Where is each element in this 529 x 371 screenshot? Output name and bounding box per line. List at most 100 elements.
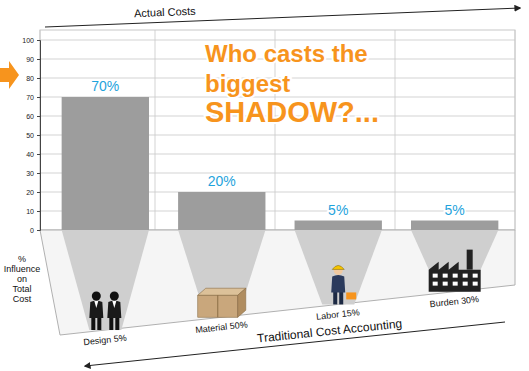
- tick-mark: [37, 40, 40, 41]
- data-label: 70%: [91, 78, 119, 94]
- category-icon: [331, 265, 356, 304]
- title-word: casts: [264, 40, 332, 67]
- category-label: Burden 30%: [429, 294, 479, 309]
- tick-label: 60: [26, 113, 34, 120]
- icon-part: [238, 288, 246, 317]
- shadow-bar: [62, 97, 149, 230]
- icon-part: [453, 282, 458, 286]
- icon-part: [333, 291, 337, 304]
- y-tick: 100: [22, 37, 40, 44]
- title: Who casts the biggestSHADOW?...: [205, 40, 379, 128]
- grid: [40, 40, 515, 230]
- floor-shadow: [62, 230, 149, 330]
- tick-mark: [37, 173, 40, 174]
- icon-part: [443, 274, 448, 278]
- tick-label: 0: [30, 227, 34, 234]
- tick-label: 40: [26, 151, 34, 158]
- x-axis-title: Traditional Cost Accounting: [256, 316, 402, 345]
- icon-part: [198, 295, 238, 317]
- shadow-bar: [411, 221, 498, 231]
- title-word: SHADOW?...: [205, 96, 379, 128]
- y-axis-title-line: on: [17, 274, 27, 284]
- y-tick: 20: [26, 189, 40, 196]
- y-tick: 0: [30, 227, 40, 234]
- icon-part: [217, 295, 218, 317]
- y-axis-title: %InfluenceonTotalCost: [4, 254, 41, 304]
- tick-label: 80: [26, 75, 34, 82]
- icon-part: [433, 282, 438, 286]
- icon-part: [331, 275, 345, 293]
- tick-label: 10: [26, 208, 34, 215]
- series-name: Actual Costs: [134, 5, 197, 19]
- y-axis: 0 10 20 30 40 50 60 70 80 90 100: [22, 37, 40, 234]
- icon-part: [94, 301, 98, 308]
- title-line: SHADOW?...: [205, 96, 379, 128]
- wall-line: [395, 30, 396, 230]
- y-axis-title-line: Cost: [13, 294, 32, 304]
- icon-part: [332, 265, 344, 269]
- icon-part: [97, 317, 101, 330]
- icon-part: [109, 317, 113, 330]
- back-wall: [40, 30, 515, 230]
- icon-part: [89, 301, 103, 319]
- y-tick: 50: [26, 132, 40, 139]
- y-tick: 10: [26, 208, 40, 215]
- tick-label: 50: [26, 132, 34, 139]
- tick-mark: [37, 78, 40, 79]
- title-line: biggest: [205, 70, 290, 97]
- icon-part: [467, 250, 473, 270]
- tick-mark: [37, 192, 40, 193]
- icon-part: [433, 274, 438, 278]
- icon-part: [339, 291, 343, 304]
- category-icon: [429, 250, 481, 292]
- pointer-arrow: [0, 61, 19, 89]
- floor-shadow: [178, 230, 265, 317]
- shadow-bar: [295, 221, 382, 231]
- category-label: Material 50%: [195, 320, 248, 335]
- y-tick: 80: [26, 75, 40, 82]
- wall-line: [155, 30, 156, 230]
- wall-line: [515, 30, 516, 230]
- floor: [40, 230, 515, 335]
- tick-mark: [37, 116, 40, 117]
- y-axis-title-line: %: [18, 254, 26, 264]
- icon-part: [112, 301, 116, 308]
- icon-part: [463, 274, 468, 278]
- title-word: Who: [205, 40, 264, 67]
- icon-part: [107, 301, 121, 319]
- icon-part: [473, 282, 478, 286]
- y-tick: 30: [26, 170, 40, 177]
- y-axis-title-line: Influence: [4, 264, 41, 274]
- shadow-bar: [178, 192, 265, 230]
- category-icon: [198, 288, 246, 317]
- icon-part: [463, 282, 468, 286]
- icon-part: [92, 292, 101, 301]
- icon-part: [473, 274, 478, 278]
- y-tick: 40: [26, 151, 40, 158]
- chart: 010203040506070809010070%20%5%5%Design 5…: [0, 0, 529, 371]
- tick-label: 100: [22, 37, 34, 44]
- data-label: 5%: [328, 202, 348, 218]
- icon-part: [453, 274, 458, 278]
- y-tick: 60: [26, 113, 40, 120]
- y-axis-title-line: Total: [12, 284, 31, 294]
- floor-shadow: [295, 230, 382, 304]
- y-tick: 70: [26, 94, 40, 101]
- category-label: Labor 15%: [316, 307, 360, 321]
- tick-mark: [37, 230, 40, 231]
- icon-part: [110, 292, 119, 301]
- icon-part: [115, 317, 119, 330]
- category-icon: [89, 292, 121, 331]
- data-label: 5%: [445, 202, 465, 218]
- bars: [62, 97, 499, 230]
- tick-mark: [37, 211, 40, 212]
- icon-part: [429, 262, 481, 292]
- tick-label: 20: [26, 189, 34, 196]
- tick-mark: [37, 135, 40, 136]
- y-tick: 90: [26, 56, 40, 63]
- icon-part: [91, 317, 95, 330]
- tick-label: 70: [26, 94, 34, 101]
- data-label: 20%: [208, 173, 236, 189]
- title-line: Who casts the: [205, 40, 368, 67]
- title-word: biggest: [205, 70, 290, 97]
